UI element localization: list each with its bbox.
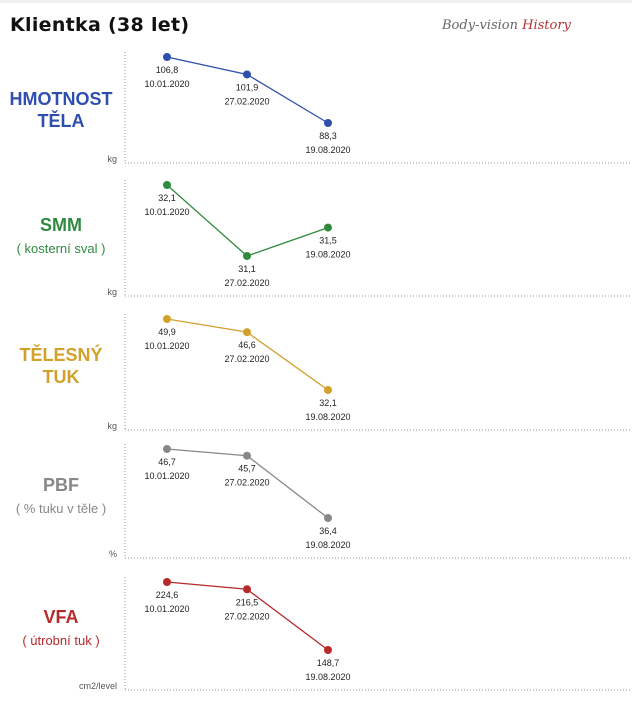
metric-label-pbf: PBF ( % tuku v těle ) [0, 474, 122, 518]
data-point [324, 223, 332, 232]
date-label: 10.01.2020 [144, 207, 189, 217]
date-label: 10.01.2020 [144, 79, 189, 89]
value-label: 101,9 [236, 82, 259, 92]
value-label: 31,5 [319, 236, 337, 246]
metric-title: SMM [40, 215, 82, 235]
series-line [166, 184, 329, 257]
date-label: 19.08.2020 [305, 250, 350, 260]
data-point [163, 181, 171, 189]
date-label: 27.02.2020 [224, 96, 269, 106]
data-point [243, 585, 251, 594]
data-point [324, 514, 332, 522]
unit-label: % [109, 549, 117, 559]
date-label: 27.02.2020 [224, 354, 269, 364]
value-label: 31,1 [238, 264, 256, 274]
data-point [163, 445, 171, 453]
value-label: 46,7 [158, 457, 176, 467]
metric-title: TĚLESNÝ TUK [19, 345, 103, 387]
value-label: 224,6 [156, 590, 179, 600]
value-label: 46,6 [238, 340, 256, 350]
date-label: 10.01.2020 [144, 341, 189, 351]
value-label: 45,7 [238, 464, 256, 474]
data-point [243, 252, 251, 260]
data-point [163, 578, 171, 586]
date-label: 19.08.2020 [305, 145, 350, 155]
metric-title: HMOTNOST TĚLA [9, 89, 113, 131]
chart-card [0, 3, 632, 708]
metric-subtitle: ( kosterní sval ) [16, 241, 106, 256]
metric-title: VFA [43, 607, 79, 627]
brand-part1: Body-vision [442, 18, 518, 33]
unit-label: kg [107, 421, 117, 431]
page-title: Klientka (38 let) [10, 14, 190, 36]
unit-label: kg [107, 287, 117, 297]
brand-logo: Body-vision History [442, 18, 571, 33]
data-point [324, 119, 332, 127]
metric-label-weight: HMOTNOST TĚLA [0, 88, 122, 132]
unit-label: kg [107, 154, 117, 164]
value-label: 148,7 [317, 658, 340, 668]
unit-label: cm2/level [79, 681, 117, 691]
metric-subtitle: ( % tuku v těle ) [15, 501, 107, 516]
value-label: 88,3 [319, 131, 337, 141]
data-point [163, 53, 171, 61]
metric-label-vfa: VFA ( útrobní tuk ) [0, 606, 122, 650]
date-label: 19.08.2020 [305, 672, 350, 682]
metric-label-fat: TĚLESNÝ TUK [0, 344, 122, 388]
brand-part2: History [522, 18, 571, 33]
metric-subtitle: ( útrobní tuk ) [22, 633, 100, 648]
value-label: 36,4 [319, 526, 337, 536]
date-label: 19.08.2020 [305, 540, 350, 550]
metric-title: PBF [43, 475, 79, 495]
date-label: 19.08.2020 [305, 412, 350, 422]
value-label: 49,9 [158, 327, 176, 337]
value-label: 32,1 [319, 398, 337, 408]
date-label: 27.02.2020 [224, 611, 269, 621]
data-point [243, 328, 251, 337]
date-label: 27.02.2020 [224, 478, 269, 488]
value-label: 32,1 [158, 193, 176, 203]
value-label: 106,8 [156, 65, 179, 75]
metric-label-smm: SMM ( kosterní sval ) [0, 214, 122, 258]
data-point [243, 70, 251, 79]
date-label: 10.01.2020 [144, 604, 189, 614]
data-point [243, 451, 251, 460]
value-label: 216,5 [236, 597, 259, 607]
date-label: 10.01.2020 [144, 471, 189, 481]
data-point [163, 315, 171, 323]
data-point [324, 386, 332, 394]
date-label: 27.02.2020 [224, 278, 269, 288]
data-point [324, 646, 332, 654]
